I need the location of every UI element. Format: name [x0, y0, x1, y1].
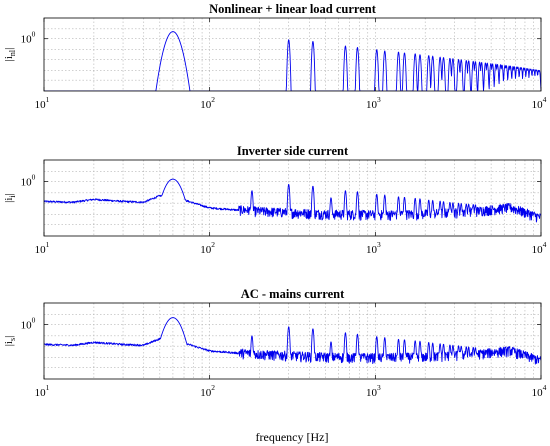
axes-frame	[43, 159, 542, 237]
x-tick-label: 102	[200, 240, 215, 256]
subplot-title: AC - mains current	[241, 287, 345, 301]
subplot-2: Inverter side current 101 102 103 104 100 |ii|	[3, 144, 547, 256]
x-tick-label: 103	[366, 95, 381, 111]
subplot-title: Nonlinear + linear load current	[209, 2, 377, 16]
x-tick-label: 104	[532, 95, 547, 111]
subplot-title: Inverter side current	[237, 144, 349, 158]
x-tick-label: 103	[366, 240, 381, 256]
x-axis-label: frequency [Hz]	[256, 430, 329, 444]
x-tick-label: 102	[200, 383, 215, 399]
x-tick-label: 104	[532, 383, 547, 399]
grid-lines	[44, 303, 541, 379]
spectrum-line	[44, 31, 541, 91]
axes-frame	[43, 302, 542, 380]
x-tick-label: 101	[35, 240, 50, 256]
subplot-3: AC - mains current 101 102 103 104 100 |is|	[3, 287, 547, 399]
spectrum-line	[44, 178, 541, 223]
x-tick-label: 102	[200, 95, 215, 111]
x-tick-label: 104	[532, 240, 547, 256]
y-axis-label: |ii|	[3, 193, 17, 203]
axes-frame	[43, 17, 542, 92]
y-tick-label: 100	[21, 316, 36, 332]
x-tick-label: 101	[35, 95, 50, 111]
y-axis-label: |is|	[3, 336, 17, 347]
x-tick-label: 101	[35, 383, 50, 399]
grid-lines	[44, 18, 541, 91]
spectrum-line	[44, 317, 541, 365]
x-tick-label: 103	[366, 383, 381, 399]
subplot-1: Nonlinear + linear load current 101 102 103…	[3, 2, 547, 111]
y-tick-label: 100	[21, 173, 36, 189]
y-tick-label: 100	[21, 30, 36, 46]
y-axis-label: |inl|	[3, 48, 17, 62]
grid-lines	[44, 160, 541, 236]
